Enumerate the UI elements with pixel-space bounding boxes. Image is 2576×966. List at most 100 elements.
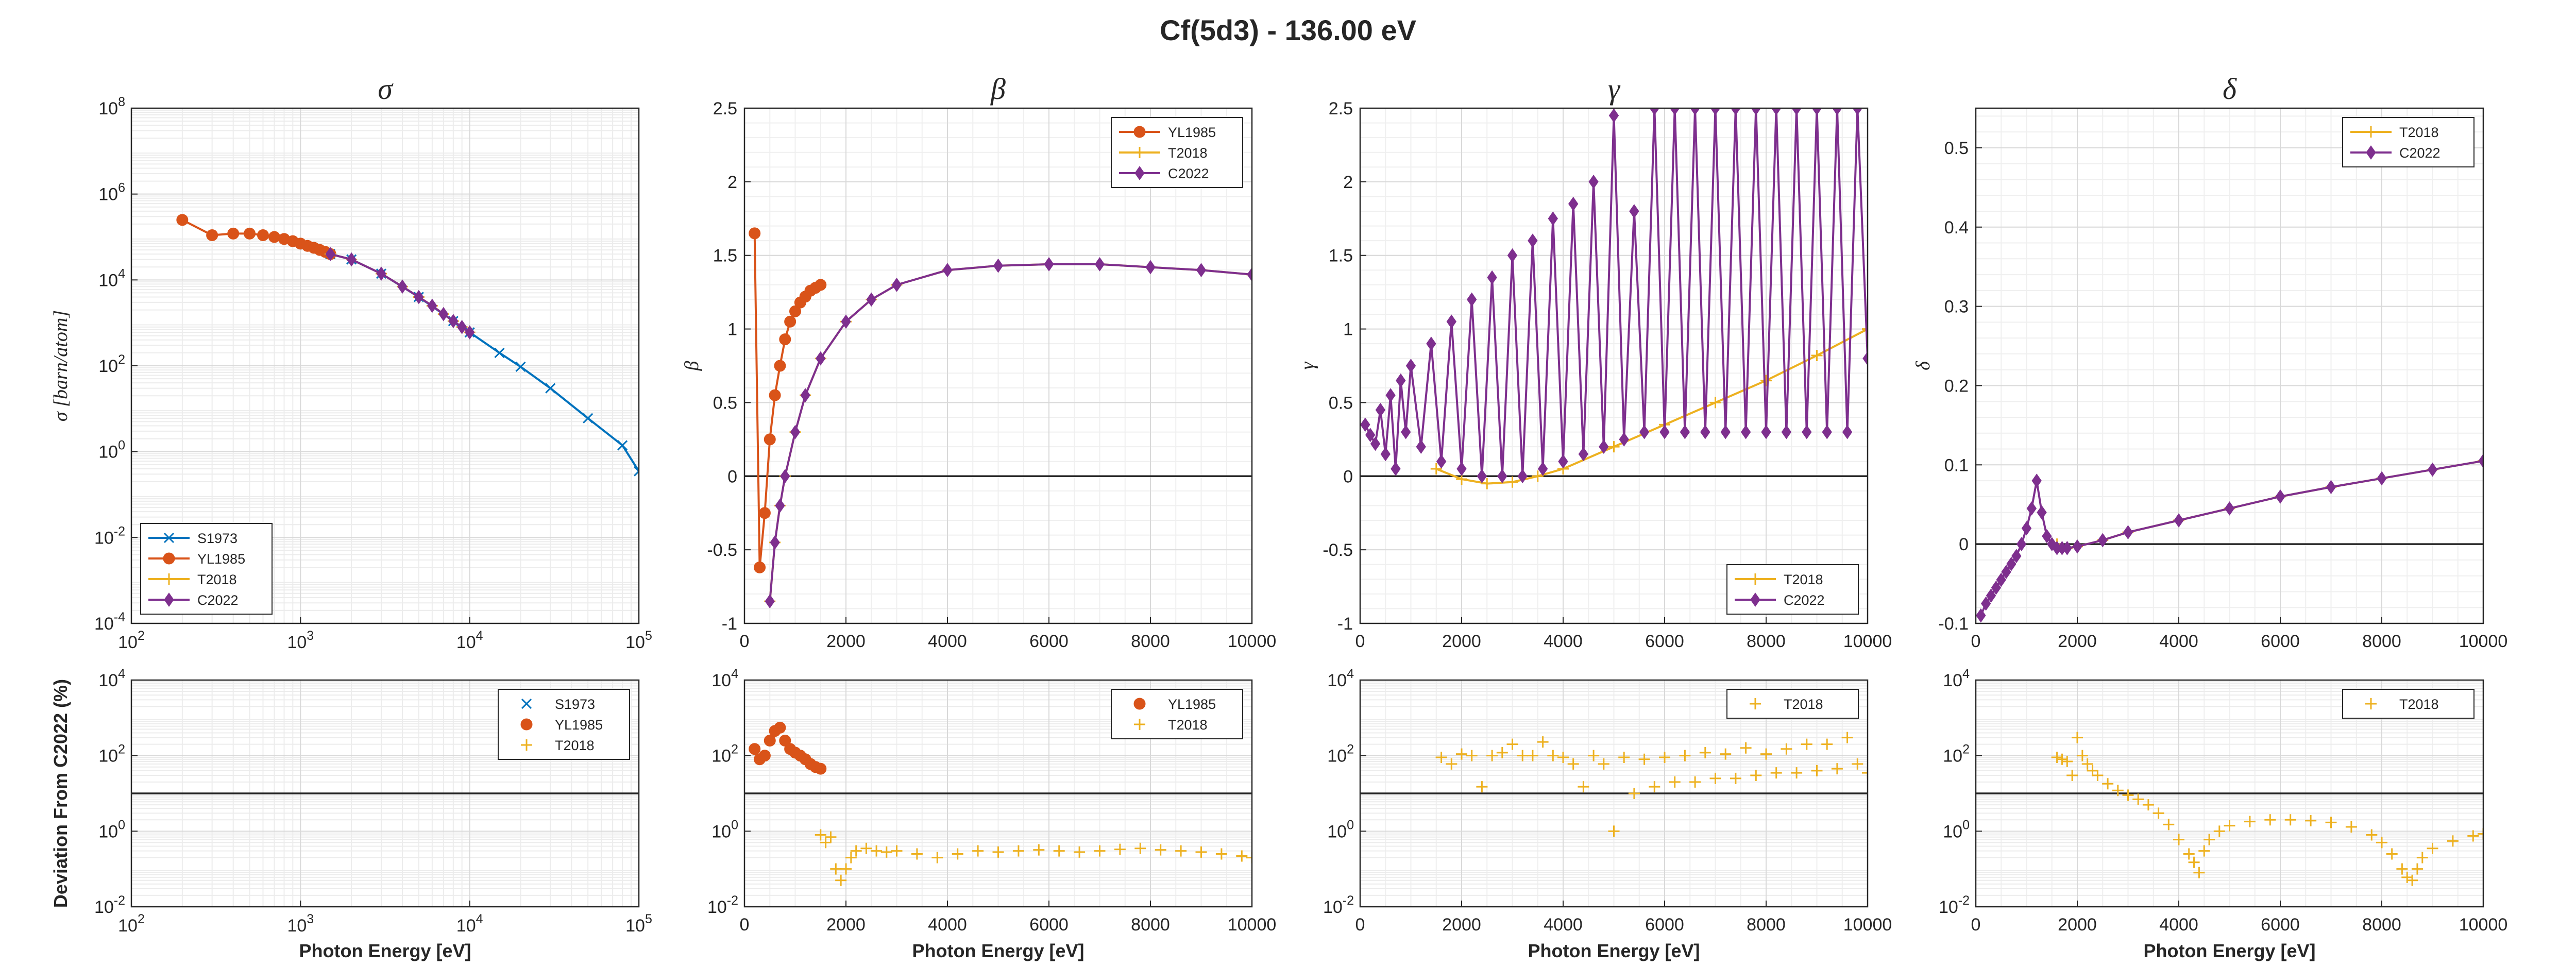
- data-point-T2018: [2447, 835, 2459, 847]
- x-tick-label: 4000: [928, 915, 967, 935]
- data-point-T2018: [1175, 845, 1187, 857]
- data-point-C2022: [1385, 388, 1396, 403]
- x-tick-label: 2000: [2058, 915, 2097, 935]
- data-point-T2018: [2396, 863, 2408, 875]
- data-point-C2022: [1416, 439, 1426, 454]
- data-point-T2018: [1430, 463, 1442, 474]
- legend-marker: [1750, 592, 1760, 607]
- data-point-C2022: [2031, 473, 2042, 488]
- x-tick-label: 4000: [2159, 632, 2198, 651]
- data-point-C2022: [1426, 336, 1436, 351]
- data-point-T2018: [1811, 350, 1823, 361]
- y-tick-label: 0: [1343, 467, 1353, 486]
- x-tick-label: 4000: [2159, 915, 2198, 935]
- legend-box: [2342, 689, 2475, 719]
- data-point-C2022: [325, 247, 335, 262]
- axes-frame: [743, 679, 1253, 908]
- series-group: [749, 721, 1252, 886]
- legend-marker: [163, 552, 175, 565]
- data-point-C2022: [1619, 432, 1629, 447]
- legend-marker: [1134, 166, 1145, 180]
- data-point-T2018: [1527, 750, 1538, 761]
- data-point-C2022: [438, 307, 449, 321]
- y-tick-label: 2.5: [1329, 99, 1353, 118]
- data-point-C2022: [1497, 469, 1507, 484]
- data-point-C2022: [2062, 540, 2073, 555]
- data-point-T2018: [1517, 750, 1529, 761]
- y-tick-label: 104: [711, 667, 738, 690]
- data-point-T2018: [1649, 781, 1660, 793]
- legend-box: [498, 689, 630, 760]
- legend-label: C2022: [1168, 166, 1209, 181]
- data-point-C2022: [1396, 373, 1406, 388]
- data-point-T2018: [1557, 752, 1569, 764]
- data-point-C2022: [1986, 588, 1996, 603]
- data-point-T2018: [2198, 845, 2210, 857]
- data-point-T2018: [1821, 738, 1833, 750]
- data-point-C2022: [1731, 108, 1741, 115]
- legend-marker: [1750, 698, 1761, 709]
- data-point-T2018: [1618, 752, 1630, 764]
- legend: T2018 C2022: [1726, 564, 1859, 615]
- y-tick-label: 100: [1943, 818, 1970, 841]
- data-point-T2018: [1720, 748, 1732, 760]
- data-point-T2018: [2244, 816, 2256, 827]
- data-point-S1973: [583, 413, 594, 423]
- data-point-C2022: [2072, 539, 2082, 554]
- x-tick-label: 0: [1971, 632, 1981, 651]
- data-point-YL1985: [206, 229, 218, 242]
- legend-marker: [521, 698, 532, 709]
- data-point-T2018: [1215, 848, 1227, 860]
- data-point-T2018: [931, 852, 943, 863]
- y-tick-label: 2: [1343, 173, 1353, 192]
- data-point-T2018: [2401, 871, 2413, 883]
- x-tick-label: 0: [1971, 915, 1981, 935]
- data-point-C2022: [1629, 204, 1639, 218]
- data-point-C2022: [942, 263, 953, 278]
- panel-dev-beta: 0 2000 4000 6000 8000 10000 10-2 100 102 104 Photo…: [707, 667, 1276, 961]
- data-point-C2022: [346, 252, 357, 267]
- y-tick-label: 108: [98, 95, 125, 118]
- data-point-C2022: [2006, 556, 2016, 571]
- x-tick-label: 2000: [1442, 632, 1481, 651]
- data-point-C2022: [1094, 257, 1105, 272]
- panel-title: σ: [378, 72, 394, 106]
- legend-label: T2018: [1168, 145, 1208, 161]
- data-point-T2018: [2467, 830, 2479, 842]
- x-tick-label: 103: [287, 912, 314, 936]
- data-point-T2018: [2056, 753, 2068, 765]
- data-point-C2022: [1446, 314, 1457, 329]
- y-tick-label: 104: [1943, 667, 1970, 690]
- data-point-T2018: [1246, 852, 1252, 863]
- x-tick-label: 6000: [1645, 632, 1684, 651]
- legend-label: YL1985: [197, 551, 245, 567]
- data-point-C2022: [1537, 462, 1548, 476]
- data-point-C2022: [1802, 425, 1812, 439]
- data-point-T2018: [820, 837, 832, 849]
- data-point-T2018: [992, 846, 1004, 858]
- y-tick-label: 102: [98, 742, 125, 766]
- panel-delta: 0 2000 4000 6000 8000 10000-0.100.10.20.30.40…: [1912, 72, 2507, 651]
- y-tick-label: 100: [98, 438, 125, 462]
- data-point-T2018: [1781, 743, 1792, 755]
- data-point-T2018: [1012, 845, 1024, 857]
- data-point-T2018: [2188, 856, 2200, 868]
- x-axis-label: Photon Energy [eV]: [299, 940, 471, 961]
- data-point-T2018: [2132, 793, 2144, 805]
- legend-box: [2342, 117, 2475, 167]
- data-point-YL1985: [758, 750, 771, 762]
- series-group: [2051, 732, 2483, 886]
- data-point-T2018: [1567, 758, 1579, 770]
- panel-gamma: 0 2000 4000 6000 8000 10000 -1 -0.5 0 0.5 1 1.5 2 2.5…: [1297, 72, 1892, 651]
- legend-marker: [164, 592, 174, 607]
- data-point-C2022: [1710, 108, 1721, 115]
- data-point-T2018: [835, 874, 847, 886]
- data-point-T2018: [1114, 843, 1126, 855]
- data-point-T2018: [815, 829, 826, 841]
- data-point-YL1985: [774, 360, 786, 372]
- x-tick-label: 2000: [2058, 632, 2097, 651]
- series-group: [1976, 453, 2483, 623]
- data-point-T2018: [1760, 748, 1772, 760]
- data-point-C2022: [790, 425, 801, 439]
- legend-label: C2022: [1784, 592, 1825, 608]
